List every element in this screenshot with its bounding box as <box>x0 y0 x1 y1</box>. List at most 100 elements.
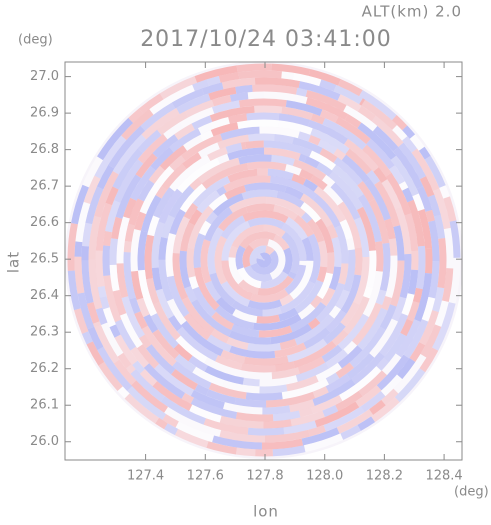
field-cell <box>239 102 286 104</box>
y-tick-label: 26.0 <box>30 434 59 449</box>
field-cell <box>190 248 192 277</box>
y-tick-label: 26.4 <box>30 288 59 303</box>
field-cell <box>113 265 116 291</box>
field-cell <box>169 234 173 276</box>
field-cell <box>280 342 295 346</box>
field-cell <box>243 193 278 196</box>
y-axis-label: lat <box>5 251 23 273</box>
field-cell <box>220 76 239 80</box>
field-cell <box>388 220 393 239</box>
field-cell <box>192 277 196 288</box>
field-cell <box>263 310 281 313</box>
field-cell <box>218 189 225 193</box>
field-cell <box>309 428 325 433</box>
field-cell <box>320 267 324 281</box>
field-cell <box>106 246 107 276</box>
x-tick-label: 127.8 <box>246 469 283 484</box>
field-cell <box>249 137 275 138</box>
field-cell <box>241 374 272 376</box>
field-cell <box>445 268 449 301</box>
field-cell <box>227 146 242 150</box>
field-cell <box>96 323 97 327</box>
field-cell <box>249 303 281 306</box>
field-cell <box>133 298 138 312</box>
field-cell <box>392 239 394 256</box>
field-cell <box>78 242 79 257</box>
field-cell <box>239 74 282 76</box>
field-cell <box>222 353 234 358</box>
x-tick-label: 127.4 <box>127 469 164 484</box>
y-tick-label: 26.8 <box>30 142 59 157</box>
field-cell <box>361 101 363 102</box>
field-cell <box>358 248 359 275</box>
x-tick-label: 127.6 <box>187 469 224 484</box>
field-cell <box>113 239 115 265</box>
y-tick-label: 26.5 <box>30 252 59 267</box>
field-cell <box>379 290 383 303</box>
field-cell <box>312 117 324 122</box>
field-cell <box>428 248 429 273</box>
field-cell <box>234 357 245 360</box>
x-tick-label: 128.4 <box>425 469 462 484</box>
field-cell <box>248 95 264 96</box>
field-cell <box>242 367 276 369</box>
field-cell <box>239 247 243 268</box>
y-tick-label: 26.1 <box>30 398 59 413</box>
field-cell <box>274 137 293 140</box>
field-cell <box>429 211 432 221</box>
field-cell <box>286 168 301 173</box>
field-cell <box>300 411 312 414</box>
field-cell <box>210 431 220 434</box>
field-cell <box>366 287 369 297</box>
field-cell <box>262 442 302 446</box>
field-cell <box>229 117 247 120</box>
y-tick-label: 26.3 <box>30 325 59 340</box>
field-cell <box>232 247 235 258</box>
field-cell <box>285 249 289 273</box>
field-cell <box>219 157 229 161</box>
field-cell <box>453 221 457 258</box>
radar-field <box>65 61 463 459</box>
y-tick-label: 26.7 <box>30 179 59 194</box>
field-cell <box>437 216 441 239</box>
field-cell <box>248 165 286 168</box>
field-cell <box>113 326 118 336</box>
field-cell <box>260 388 287 390</box>
field-cell <box>432 261 436 297</box>
field-cell <box>262 409 289 411</box>
field-cell <box>416 288 419 302</box>
field-cell <box>246 396 282 397</box>
field-cell <box>254 109 281 110</box>
y-tick-label: 27.0 <box>30 69 59 84</box>
field-cell <box>248 346 281 348</box>
field-cell <box>272 158 294 162</box>
x-axis-label: lon <box>253 503 279 521</box>
field-cell <box>242 145 246 146</box>
y-tick-label: 26.2 <box>30 361 59 376</box>
field-cell <box>238 123 279 126</box>
field-cell <box>129 366 133 371</box>
field-cell <box>441 238 443 287</box>
field-cell <box>255 81 299 85</box>
field-cell <box>299 135 310 138</box>
field-cell <box>330 253 331 274</box>
subtitle: ALT(km) 2.0 <box>362 3 462 21</box>
field-cell <box>300 157 306 159</box>
field-cell <box>236 451 255 453</box>
field-cell <box>252 88 296 91</box>
field-cell <box>103 297 106 308</box>
field-cell <box>235 401 266 404</box>
field-cell <box>115 218 119 239</box>
field-cell <box>245 186 285 189</box>
field-cell <box>335 238 338 267</box>
field-cell <box>158 188 164 197</box>
field-cell <box>141 231 144 270</box>
field-cell <box>383 243 387 290</box>
field-cell <box>71 224 74 271</box>
field-cell <box>303 215 309 221</box>
x-tick-label: 128.2 <box>366 469 403 484</box>
field-cell <box>257 318 279 320</box>
field-cell <box>379 242 380 272</box>
y-tick-label: 26.6 <box>30 215 59 230</box>
